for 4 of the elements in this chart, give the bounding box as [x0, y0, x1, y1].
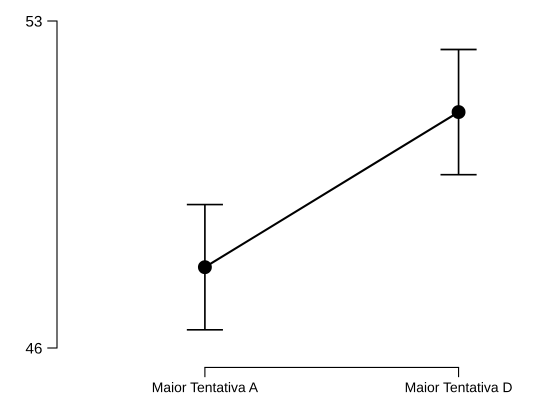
x-tick-label: Maior Tentativa A [152, 382, 258, 392]
x-tick-label: Maior Tentativa D [406, 382, 512, 392]
y-tick-label: 53 [26, 16, 42, 27]
y-tick-label: 46 [26, 342, 42, 354]
